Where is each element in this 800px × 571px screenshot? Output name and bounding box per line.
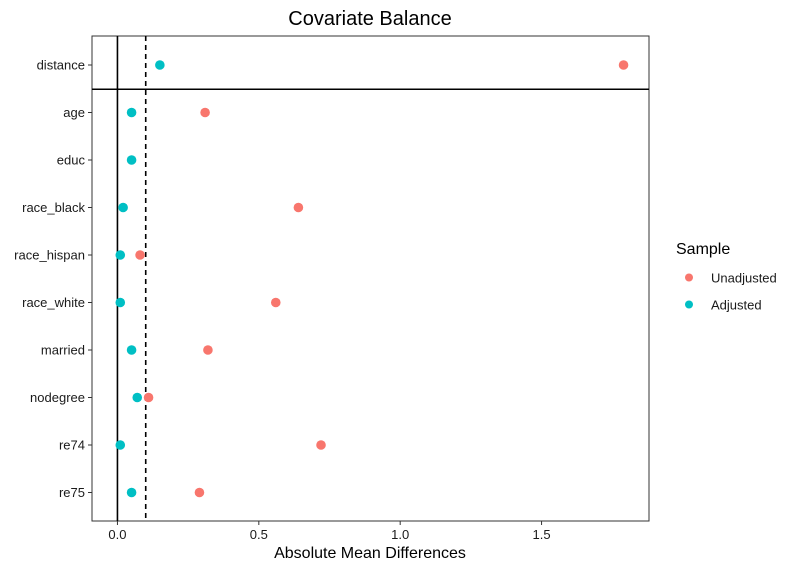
- legend: Sample Unadjusted Adjusted: [676, 241, 777, 313]
- y-tick-label: race_black: [22, 200, 85, 215]
- adjusted-point-nodegree: [132, 392, 143, 403]
- unadjusted-point-nodegree: [143, 392, 154, 403]
- plot-panel: [91, 35, 650, 522]
- unadjusted-point-re74: [316, 440, 326, 450]
- y-tick-label: married: [41, 343, 85, 358]
- adjusted-point-race-hispan: [115, 250, 126, 260]
- y-tick-label: race_white: [22, 295, 85, 310]
- y-tick-label: nodegree: [30, 390, 85, 405]
- unadjusted-point-age: [200, 107, 210, 118]
- y-tick-label: re75: [59, 485, 85, 500]
- y-tick-label: distance: [37, 58, 85, 73]
- legend-key-unadjusted: [685, 273, 693, 282]
- unadjusted-point-distance: [618, 60, 629, 70]
- legend-label-adjusted: Adjusted: [711, 298, 762, 313]
- x-tick-label: 1.5: [533, 527, 551, 542]
- unadjusted-point-re75: [194, 487, 205, 498]
- adjusted-point-race-white: [115, 297, 126, 308]
- x-tick-label: 1.0: [391, 527, 409, 542]
- chart-title: Covariate Balance: [288, 8, 451, 30]
- legend-title: Sample: [676, 241, 730, 258]
- y-tick-label: re74: [59, 438, 85, 453]
- x-tick-label: 0.0: [108, 527, 126, 542]
- adjusted-point-educ: [126, 155, 137, 165]
- unadjusted-point-race-white: [270, 297, 281, 308]
- x-tick-label: 0.5: [250, 527, 268, 542]
- adjusted-point-re74: [115, 440, 126, 450]
- adjusted-point-distance: [155, 60, 165, 70]
- adjusted-point-age: [126, 107, 137, 118]
- legend-key-adjusted: [685, 300, 693, 309]
- adjusted-point-married: [126, 345, 137, 355]
- y-tick-label: educ: [57, 153, 86, 168]
- adjusted-point-race-black: [118, 202, 128, 213]
- unadjusted-point-race-black: [293, 202, 304, 213]
- y-tick-label: race_hispan: [14, 248, 85, 263]
- unadjusted-point-married: [203, 345, 213, 355]
- adjusted-point-re75: [126, 487, 137, 498]
- legend-label-unadjusted: Unadjusted: [711, 271, 777, 286]
- x-axis-title: Absolute Mean Differences: [274, 545, 466, 562]
- unadjusted-point-race-hispan: [135, 250, 145, 260]
- y-tick-label: age: [63, 105, 85, 120]
